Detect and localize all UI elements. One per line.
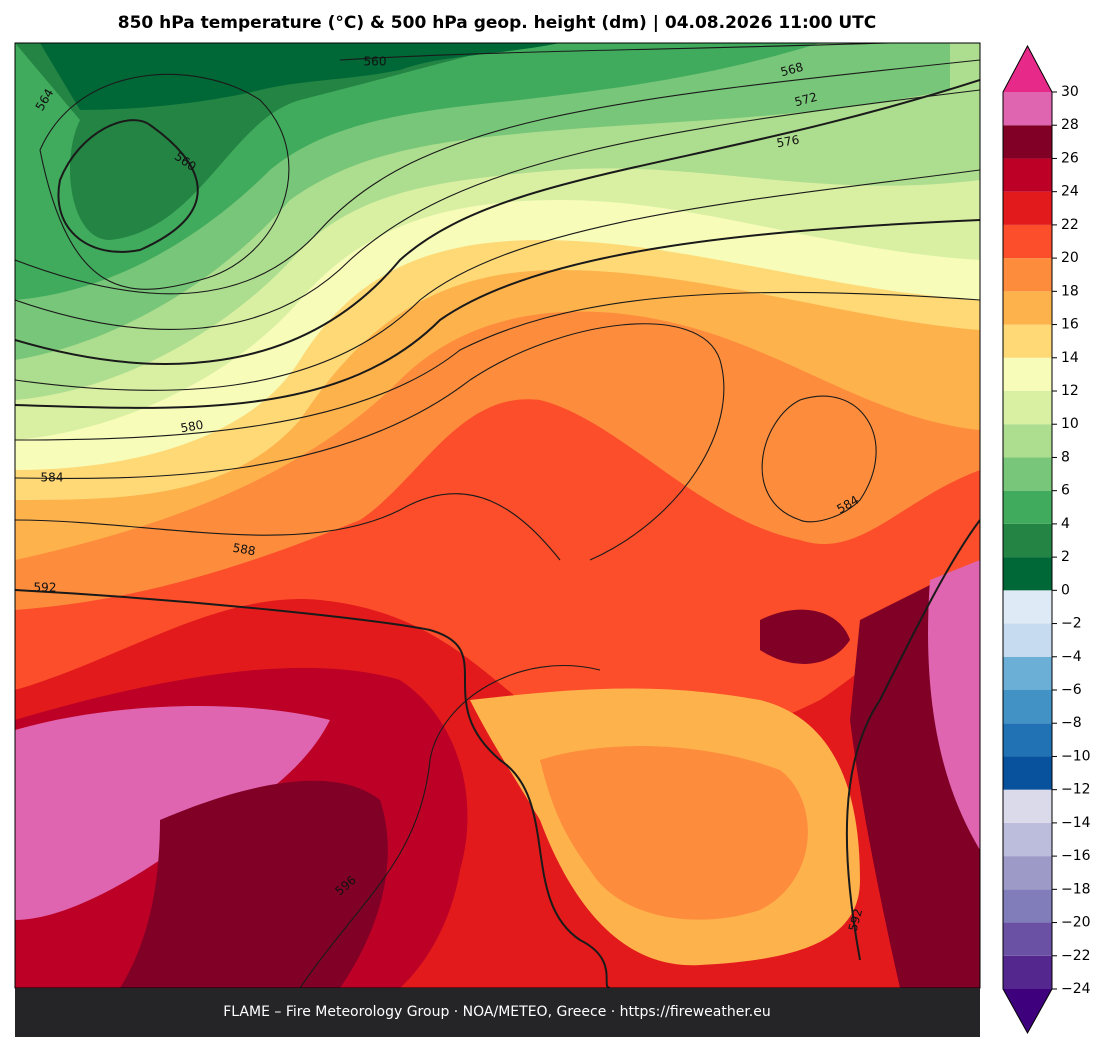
colorbar-segment (1003, 457, 1052, 491)
colorbar-segment (1003, 656, 1052, 690)
colorbar-tick-label: 16 (1061, 317, 1079, 333)
colorbar-segment (1003, 557, 1052, 591)
contour-label: 560 (364, 55, 387, 69)
colorbar-segment (1003, 955, 1052, 989)
contour-label: 592 (34, 581, 57, 595)
colorbar-tick-label: −20 (1061, 915, 1091, 931)
contour-label: 584 (41, 471, 64, 485)
colorbar-segment (1003, 357, 1052, 391)
colorbar-segment (1003, 723, 1052, 757)
contour-label: 592 (846, 907, 865, 933)
colorbar-segment (1003, 158, 1052, 192)
colorbar-segment (1003, 756, 1052, 790)
colorbar-segment (1003, 590, 1052, 624)
colorbar-tick-label: −12 (1061, 782, 1091, 798)
colorbar: −24−22−20−18−16−14−12−10−8−6−4−202468101… (1002, 44, 1091, 1035)
contour-label: 576 (775, 133, 800, 151)
colorbar-tick-label: 24 (1061, 184, 1079, 200)
colorbar-tick-label: −18 (1061, 881, 1091, 897)
colorbar-tick-label: −4 (1061, 649, 1082, 665)
colorbar-tick-label: 0 (1061, 582, 1070, 598)
height-contours (15, 43, 980, 988)
colorbar-segment (1003, 324, 1052, 358)
colorbar-segment (1003, 490, 1052, 524)
colorbar-tick-label: −22 (1061, 948, 1091, 964)
colorbar-tick-label: 2 (1061, 549, 1070, 565)
footer-band (15, 988, 980, 1037)
contour-label: 572 (793, 90, 819, 109)
colorbar-tick-label: 18 (1061, 283, 1079, 299)
colorbar-segment (1003, 291, 1052, 325)
colorbar-tick-label: −6 (1061, 682, 1082, 698)
footer-text: FLAME – Fire Meteorology Group · NOA/MET… (223, 1004, 771, 1020)
colorbar-segment (1003, 889, 1052, 923)
colorbar-tick-label: −24 (1061, 981, 1091, 997)
colorbar-tick-label: 30 (1061, 84, 1079, 100)
colorbar-tick-label: 28 (1061, 117, 1079, 133)
colorbar-segment (1003, 391, 1052, 425)
colorbar-segment (1003, 125, 1052, 159)
colorbar-tick-label: 26 (1061, 150, 1079, 166)
colorbar-segment (1003, 424, 1052, 458)
colorbar-segment (1003, 623, 1052, 657)
colorbar-tick-label: 14 (1061, 350, 1079, 366)
colorbar-extend-max (1003, 46, 1052, 92)
colorbar-segment (1003, 523, 1052, 558)
colorbar-tick-label: −14 (1061, 815, 1091, 831)
contour-label: 580 (179, 418, 204, 436)
colorbar-tick-label: 4 (1061, 516, 1070, 532)
colorbar-tick-label: −10 (1061, 748, 1091, 764)
map-title: 850 hPa temperature (°C) & 500 hPa geop.… (118, 13, 877, 33)
colorbar-segment (1003, 191, 1052, 225)
colorbar-tick-label: −8 (1061, 715, 1082, 731)
contour-label: 588 (232, 541, 257, 559)
colorbar-segment (1003, 224, 1052, 259)
colorbar-tick-label: −16 (1061, 848, 1091, 864)
colorbar-tick-label: 8 (1061, 449, 1070, 465)
temperature-field (15, 43, 980, 988)
colorbar-extend-min (1003, 989, 1052, 1033)
colorbar-segment (1003, 822, 1052, 857)
colorbar-segment (1003, 690, 1052, 724)
colorbar-segment (1003, 856, 1052, 890)
colorbar-tick-label: 12 (1061, 383, 1079, 399)
colorbar-tick-label: −2 (1061, 616, 1082, 632)
colorbar-segment (1003, 258, 1052, 292)
colorbar-segment (1003, 922, 1052, 956)
contour-label: 568 (779, 60, 805, 79)
colorbar-tick-label: 22 (1061, 217, 1079, 233)
colorbar-tick-label: 20 (1061, 250, 1079, 266)
colorbar-tick-label: 10 (1061, 416, 1079, 432)
colorbar-segment (1003, 92, 1052, 126)
colorbar-segment (1003, 789, 1052, 823)
colorbar-tick-label: 6 (1061, 483, 1070, 499)
